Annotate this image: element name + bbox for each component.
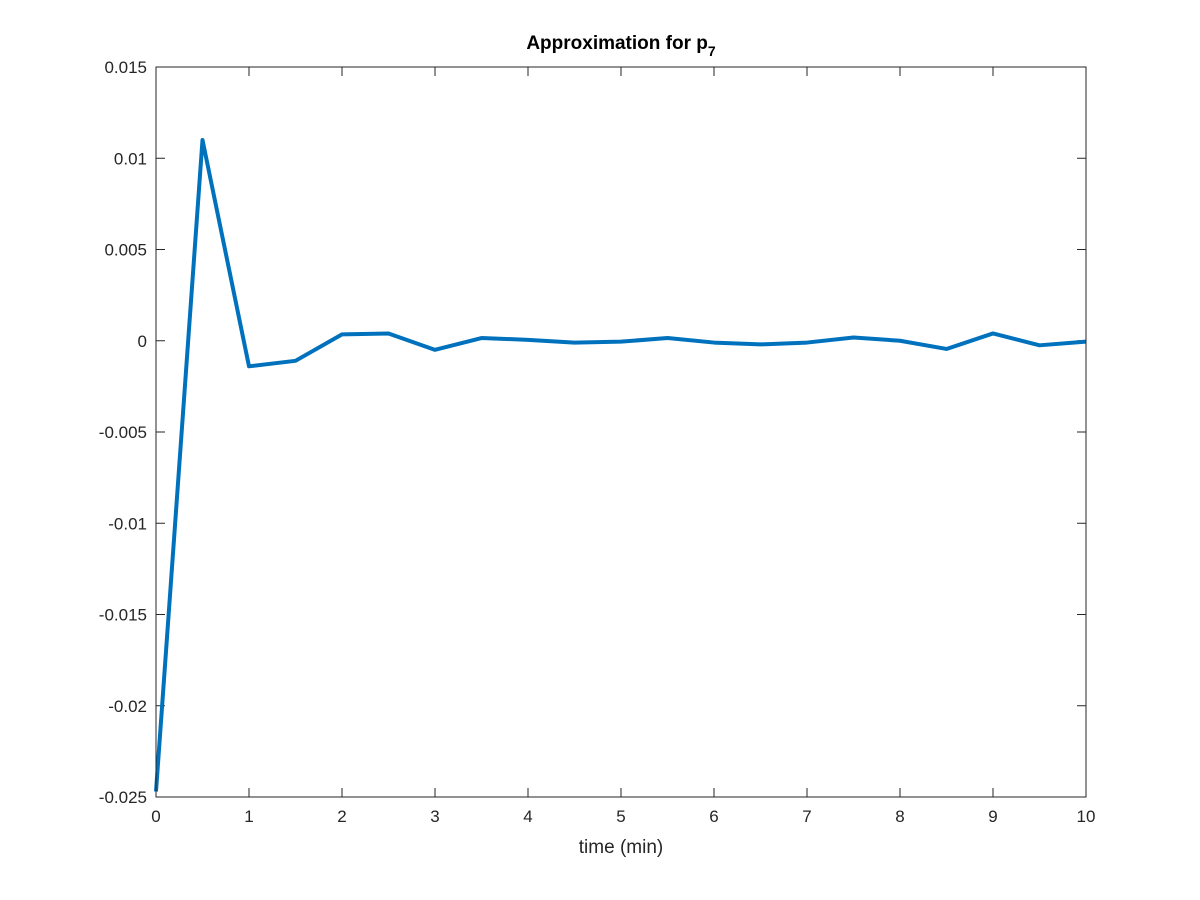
y-tick-label: -0.02: [108, 697, 147, 716]
chart-title: Approximation for p7: [526, 33, 716, 59]
series-line: [154, 138, 1087, 792]
y-tick-label: 0.01: [114, 149, 147, 168]
chart-title-subscript: 7: [708, 43, 716, 59]
x-tick-label: 4: [523, 807, 532, 826]
x-tick-label: 1: [244, 807, 253, 826]
y-tick-label: -0.01: [108, 514, 147, 533]
x-tick-label: 8: [895, 807, 904, 826]
x-tick-label: 0: [151, 807, 160, 826]
x-tick-label: 10: [1077, 807, 1096, 826]
y-tick-label: 0.015: [104, 58, 147, 77]
x-tick-label: 2: [337, 807, 346, 826]
axes-box: [155, 66, 1087, 798]
x-tick-label: 7: [802, 807, 811, 826]
y-tick-label: -0.015: [99, 606, 147, 625]
plot-area: [156, 67, 1086, 797]
series-layer: [154, 138, 1087, 792]
y-tick-label: 0: [138, 332, 147, 351]
x-axis-label: time (min): [579, 837, 663, 858]
y-tick-label: -0.025: [99, 788, 147, 807]
x-tick-label: 5: [616, 807, 625, 826]
y-tick-label: -0.005: [99, 423, 147, 442]
x-tick-label: 3: [430, 807, 439, 826]
x-tick-label: 6: [709, 807, 718, 826]
y-axis-ticks: -0.025 -0.02 -0.015 -0.01 -0.005 0 0.005 0.01 0.…: [99, 58, 1086, 807]
chart-title-main: Approximation for p: [526, 33, 708, 54]
x-axis-ticks: 0 1 2 3 4 5 6 7 8 9 10: [151, 67, 1095, 826]
x-tick-label: 9: [988, 807, 997, 826]
y-tick-label: 0.005: [104, 241, 147, 260]
